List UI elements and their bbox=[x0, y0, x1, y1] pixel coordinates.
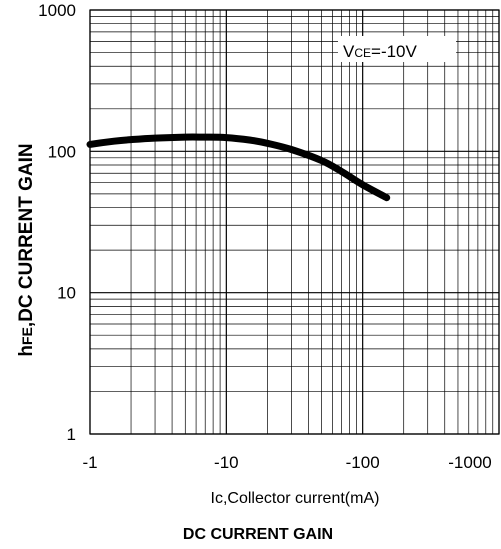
grid-lines bbox=[89, 9, 500, 435]
x-tick-labels: -1 -10 -100 -1000 bbox=[82, 453, 491, 472]
x-tick-label: -1000 bbox=[448, 453, 491, 472]
y-tick-label: 1 bbox=[67, 425, 76, 444]
annotation-background bbox=[338, 36, 456, 62]
x-tick-label: -100 bbox=[346, 453, 380, 472]
plot-frame bbox=[89, 9, 500, 435]
x-tick-label: -1 bbox=[82, 453, 97, 472]
y-tick-label: 1000 bbox=[38, 1, 76, 20]
chart-title: DC CURRENT GAIN bbox=[183, 526, 333, 543]
y-tick-labels: 1 10 100 1000 bbox=[38, 1, 76, 444]
vce-annotation: VCE=-10V bbox=[343, 42, 418, 61]
series-line-hfe bbox=[86, 133, 391, 202]
x-tick-label: -10 bbox=[214, 453, 239, 472]
y-tick-label: 10 bbox=[57, 284, 76, 303]
x-axis-label: Ic,Collector current(mA) bbox=[211, 490, 380, 507]
y-tick-label: 100 bbox=[48, 142, 76, 161]
y-axis-label: hFE,DC CURRENT GAIN bbox=[16, 143, 37, 356]
